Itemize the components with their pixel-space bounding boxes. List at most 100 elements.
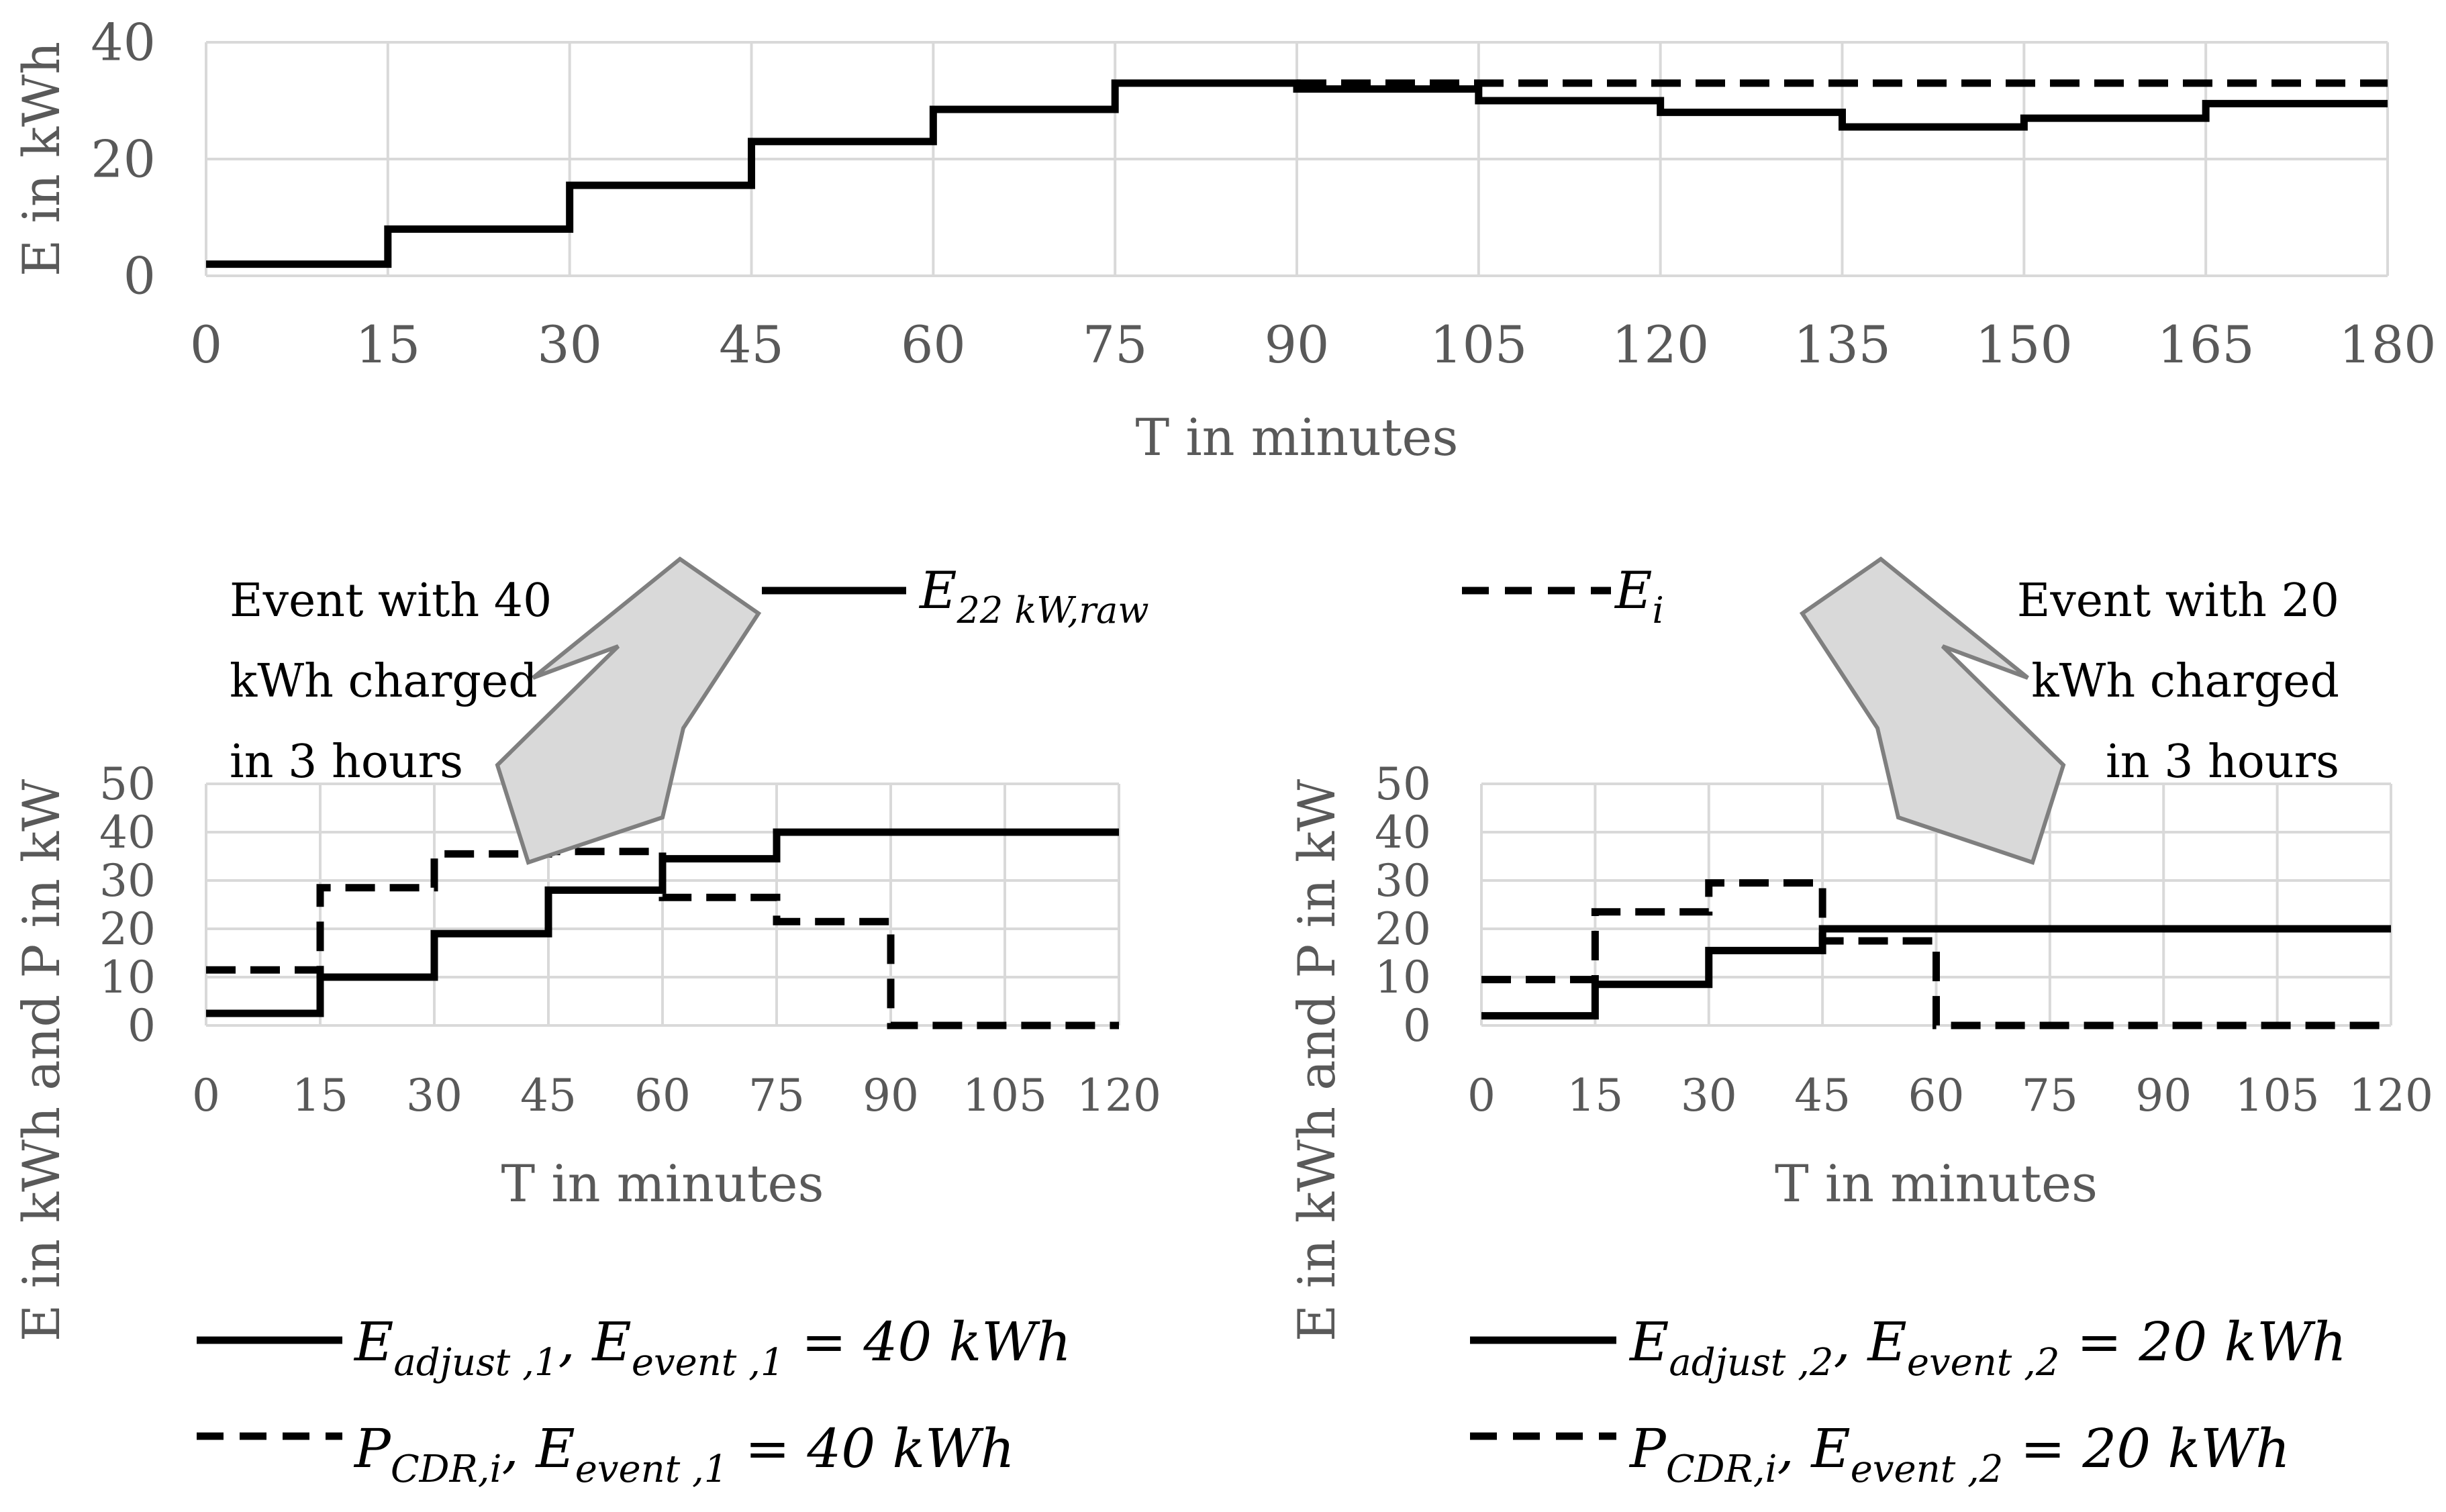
x-tick-label: 105 — [963, 1070, 1047, 1121]
left-event-line-2: kWh charged — [230, 655, 538, 708]
left-legend-solid-s2: event ,1 — [632, 1341, 785, 1384]
x-tick-label: 165 — [2157, 315, 2255, 374]
y-tick-label: 20 — [1375, 903, 1431, 955]
left-legend-dashed-rest: = 40 kWh — [728, 1417, 1014, 1480]
x-tick-label: 15 — [292, 1070, 348, 1121]
left-legend-solid-label: Eadjust ,1, Eevent ,1 = 40 kWh — [353, 1311, 1071, 1384]
y-tick-label: 20 — [99, 903, 156, 955]
x-tick-label: 90 — [863, 1070, 919, 1121]
x-tick-label: 75 — [1083, 315, 1148, 374]
y-tick-label: 20 — [91, 130, 156, 189]
y-axis-label: E in kWh and P in kW — [1287, 779, 1347, 1342]
right-arrow-icon — [1799, 556, 2066, 865]
x-tick-label: 120 — [1077, 1070, 1161, 1121]
x-tick-label: 30 — [406, 1070, 462, 1121]
y-tick-label: 40 — [1375, 807, 1431, 858]
x-tick-label: 60 — [1908, 1070, 1965, 1121]
right-legend-dashed-label: PCDR,i, Eevent ,2 = 20 kWh — [1628, 1417, 2290, 1491]
right-legend-dashed-s2: event ,2 — [1851, 1448, 2004, 1491]
right-event-line-2: kWh charged — [2031, 655, 2339, 708]
right-legend-solid-rest: = 20 kWh — [2060, 1311, 2347, 1373]
series-line-dashed — [1481, 879, 2391, 1029]
left-event-line-1: Event with 40 — [230, 574, 552, 627]
y-tick-label: 30 — [99, 855, 156, 907]
right-legend-solid-s2: event ,2 — [1907, 1341, 2060, 1384]
left-arrow-icon — [495, 556, 762, 865]
right-legend-solid-b2: E — [1866, 1311, 1906, 1373]
x-tick-label: 150 — [1975, 315, 2073, 374]
top-energy-chart: 0 20 40 0 15 30 45 60 75 90 105 120 135 150 165 180 T in… — [11, 13, 2437, 467]
y-tick-label: 30 — [1375, 855, 1431, 907]
x-tick-label: 120 — [1612, 315, 1709, 374]
left-legend-solid-b2: E — [591, 1311, 631, 1373]
x-tick-label: 75 — [748, 1070, 805, 1121]
x-tick-label: 0 — [1467, 1070, 1496, 1121]
left-legend-solid-rest: = 40 kWh — [785, 1311, 1071, 1373]
left-legend-dashed-s1: CDR,i — [391, 1448, 502, 1491]
left-legend-solid-mid: , — [558, 1311, 593, 1373]
left-legend-solid-b1: E — [353, 1311, 393, 1373]
x-tick-label: 0 — [192, 1070, 220, 1121]
x-tick-label: 105 — [2235, 1070, 2320, 1121]
legend-raw-base: E — [918, 560, 957, 620]
left-legend-dashed-s2: event ,1 — [575, 1448, 728, 1491]
x-tick-label: 120 — [2349, 1070, 2433, 1121]
right-legend-dashed-mid: , — [1777, 1417, 1811, 1480]
left-legend-dashed-mid: , — [501, 1417, 536, 1480]
y-tick-label: 50 — [99, 758, 156, 810]
legend-ei-label: Ei — [1614, 560, 1664, 632]
y-tick-label: 0 — [1403, 1000, 1431, 1052]
series-line-dashed — [206, 848, 1119, 1029]
y-tick-label: 10 — [1375, 952, 1431, 1003]
right-legend-solid-s1: adjust ,2 — [1669, 1341, 1833, 1384]
y-tick-label: 0 — [128, 1000, 156, 1052]
x-tick-label: 30 — [537, 315, 602, 374]
x-tick-label: 15 — [1567, 1070, 1623, 1121]
x-tick-label: 135 — [1794, 315, 1891, 374]
y-tick-label: 10 — [99, 952, 156, 1003]
y-axis-label: E in kWh — [11, 42, 71, 276]
y-tick-label: 50 — [1375, 758, 1431, 810]
y-tick-label: 40 — [91, 13, 156, 72]
x-tick-label: 45 — [520, 1070, 577, 1121]
right-legend-solid-b1: E — [1628, 1311, 1669, 1373]
x-tick-label: 0 — [190, 315, 222, 374]
x-axis-label: T in minutes — [1775, 1154, 2098, 1213]
legend-raw-sub: 22 kW,raw — [956, 589, 1148, 632]
y-tick-label: 40 — [99, 807, 156, 858]
x-axis-label: T in minutes — [501, 1154, 824, 1213]
x-tick-label: 105 — [1430, 315, 1527, 374]
x-tick-label: 45 — [1794, 1070, 1851, 1121]
x-axis-label: T in minutes — [1135, 407, 1458, 467]
x-tick-label: 15 — [355, 315, 420, 374]
left-event-line-3: in 3 hours — [230, 736, 463, 789]
x-tick-label: 90 — [1265, 315, 1330, 374]
right-legend-dashed-s1: CDR,i — [1666, 1448, 1777, 1491]
right-event-line-1: Event with 20 — [2017, 574, 2339, 627]
x-tick-label: 30 — [1681, 1070, 1737, 1121]
right-legend-dashed-rest: = 20 kWh — [2003, 1417, 2290, 1480]
right-legend-dashed-b2: E — [1810, 1417, 1850, 1480]
x-tick-label: 60 — [634, 1070, 691, 1121]
right-legend-solid-label: Eadjust ,2, Eevent ,2 = 20 kWh — [1628, 1311, 2347, 1384]
series-line-solid — [206, 828, 1119, 1017]
y-tick-label: 0 — [124, 246, 156, 306]
left-legend-dashed-b2: E — [534, 1417, 575, 1480]
x-tick-label: 75 — [2022, 1070, 2078, 1121]
right-event-line-3: in 3 hours — [2106, 736, 2339, 789]
x-tick-label: 60 — [901, 315, 966, 374]
right-legend-dashed-b1: P — [1628, 1417, 1667, 1480]
legend-ei-sub: i — [1652, 589, 1663, 632]
x-tick-label: 45 — [719, 315, 784, 374]
legend-raw-label: E22 kW,raw — [918, 560, 1149, 632]
left-legend-dashed-label: PCDR,i, Eevent ,1 = 40 kWh — [353, 1417, 1015, 1491]
left-legend-dashed-b1: P — [353, 1417, 391, 1480]
y-axis-label: E in kWh and P in kW — [11, 779, 71, 1342]
left-legend-solid-s1: adjust ,1 — [393, 1341, 558, 1384]
right-legend-solid-mid: , — [1834, 1311, 1868, 1373]
x-tick-label: 180 — [2339, 315, 2436, 374]
x-tick-label: 90 — [2135, 1070, 2192, 1121]
